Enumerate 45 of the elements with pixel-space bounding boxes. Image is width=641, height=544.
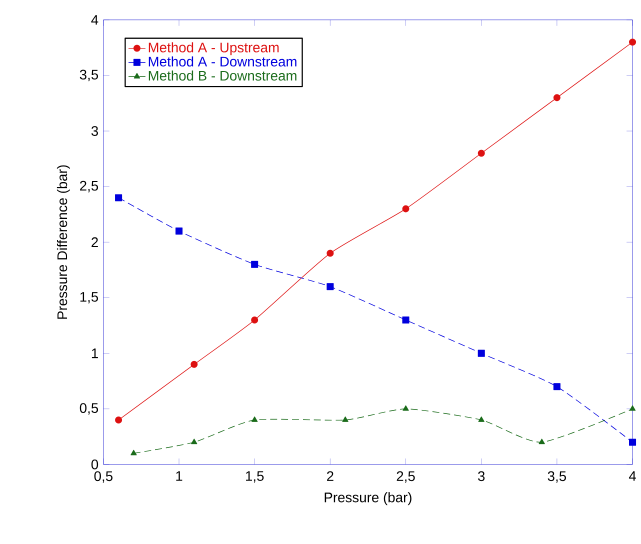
point bbox=[553, 383, 560, 390]
y-tick-label: 2 bbox=[92, 237, 98, 248]
x-tick-label: 4 bbox=[628, 471, 636, 481]
point bbox=[130, 450, 137, 456]
y-tick-label: 2,5 bbox=[80, 180, 98, 192]
point bbox=[538, 438, 545, 444]
y-tick-label: 0,5 bbox=[80, 403, 98, 415]
point bbox=[402, 405, 409, 411]
y-tick-label: 1 bbox=[92, 348, 98, 358]
y-tick-label: 0 bbox=[91, 460, 98, 470]
x-tick-label: 3 bbox=[478, 471, 485, 482]
point bbox=[553, 94, 560, 102]
x-tick-label: 3,5 bbox=[548, 471, 566, 483]
legend-label: Method A - Downstream bbox=[148, 56, 296, 67]
point bbox=[251, 260, 258, 268]
legend-label: Method A - Upstream bbox=[148, 42, 279, 56]
x-tick-label: 2,5 bbox=[396, 471, 415, 483]
y-tick-label: 1,5 bbox=[80, 292, 98, 304]
legend-label: Method B - Downstream bbox=[148, 70, 296, 81]
point bbox=[478, 416, 484, 422]
point bbox=[326, 250, 334, 257]
point bbox=[342, 416, 348, 422]
point bbox=[402, 205, 410, 212]
point bbox=[191, 438, 198, 444]
point bbox=[251, 316, 258, 324]
y-tick-label: 3,5 bbox=[80, 70, 98, 82]
point bbox=[629, 438, 636, 446]
point bbox=[175, 228, 183, 235]
point bbox=[402, 316, 410, 324]
point bbox=[190, 360, 198, 368]
point bbox=[629, 38, 636, 46]
y-tick-label: 4 bbox=[91, 15, 98, 25]
y-tick-label: 3 bbox=[91, 126, 98, 136]
x-tick-label: 1,5 bbox=[246, 471, 264, 483]
x-tick-label: 1 bbox=[176, 471, 182, 481]
point bbox=[478, 350, 485, 357]
point bbox=[326, 283, 334, 290]
x-axis-title: Pressure (bar) bbox=[324, 492, 412, 506]
x-tick-label: 2 bbox=[327, 471, 334, 481]
point bbox=[252, 416, 258, 422]
point bbox=[115, 194, 122, 202]
point bbox=[629, 405, 636, 411]
y-axis-title: Pressure Difference (bar) bbox=[56, 165, 70, 319]
point bbox=[478, 150, 485, 157]
point bbox=[115, 416, 122, 424]
